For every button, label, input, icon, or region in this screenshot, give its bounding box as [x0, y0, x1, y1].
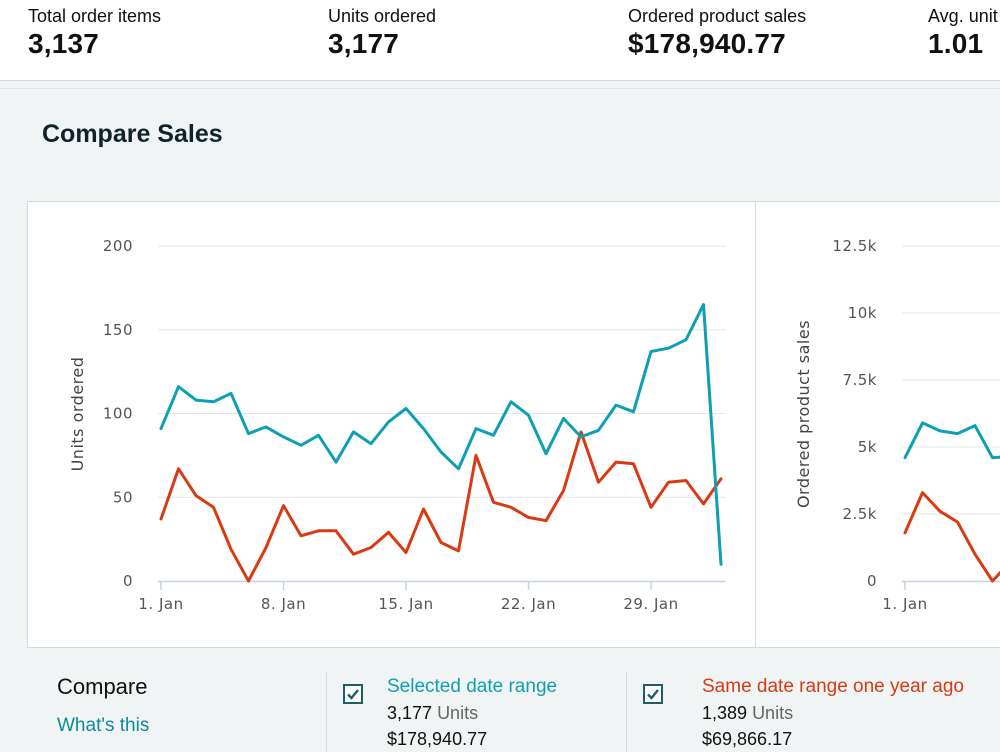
y-axis-title: Ordered product sales [794, 320, 813, 508]
compare-legend: Compare What's this Selected date range … [0, 660, 1000, 752]
x-tick-label: 1. Jan [882, 595, 927, 613]
units-word: Units [752, 703, 794, 723]
metric-units-ordered: Units ordered 3,177 [328, 6, 436, 60]
x-tick-label: 8. Jan [261, 595, 306, 613]
checkmark-icon [347, 689, 359, 700]
y-tick-label: 150 [103, 321, 133, 339]
series-line-previous [159, 430, 723, 583]
metric-label: Units ordered [328, 6, 437, 26]
header-divider [0, 88, 1000, 89]
metric-total-order-items: Total order items 3,137 [28, 6, 161, 60]
sales-chart-panel: 0 2.5k 5k 7.5k 10k 12.5k 1. Jan Ordered product… [755, 201, 1000, 648]
metric-label: Ordered product sales [628, 6, 807, 26]
whats-this-link[interactable]: What's this [57, 715, 150, 736]
units-ordered-chart: 0 50 100 150 200 1. Jan 8. Jan 15. Jan 22. Jan 29… [68, 237, 726, 613]
x-tick-label: 22. Jan [501, 595, 556, 613]
metric-value: 3,177 [328, 28, 400, 59]
selected-range-label: Selected date range [387, 676, 558, 697]
units-chart-panel: 0 50 100 150 200 1. Jan 8. Jan 15. Jan 22. Jan 29… [27, 201, 756, 648]
metrics-bar: Total order items 3,137 Units ordered 3,… [0, 0, 1000, 81]
x-tick-label: 1. Jan [138, 595, 183, 613]
selected-range-sales: $178,940.77 [387, 729, 488, 749]
y-tick-label: 2.5k [842, 505, 877, 523]
units-value: 1,389 [702, 703, 748, 723]
units-value: 3,177 [387, 703, 433, 723]
previous-range-legend: Same date range one year ago 1,389 Units… [702, 674, 964, 752]
checkmark-icon [647, 689, 659, 700]
series-line-previous [903, 491, 1000, 583]
metric-ordered-product-sales: Ordered product sales $178,940.77 [628, 6, 806, 60]
x-tick-label: 15. Jan [378, 595, 433, 613]
selected-range-legend: Selected date range 3,177 Units $178,940… [387, 674, 557, 752]
metric-label: Total order items [28, 6, 162, 26]
legend-divider [326, 672, 327, 752]
metric-value: 1.01 [928, 28, 984, 59]
series-line-selected [159, 303, 723, 566]
section-title: Compare Sales [42, 120, 223, 148]
y-tick-label: 12.5k [832, 237, 877, 255]
y-tick-label: 100 [103, 405, 133, 423]
ordered-sales-chart: 0 2.5k 5k 7.5k 10k 12.5k 1. Jan Ordered product… [794, 237, 1000, 613]
previous-range-label: Same date range one year ago [702, 676, 964, 697]
metric-value: $178,940.77 [628, 28, 786, 59]
selected-range-checkbox[interactable] [343, 684, 363, 704]
units-word: Units [437, 703, 479, 723]
previous-range-units: 1,389 Units [702, 700, 964, 726]
y-axis-title: Units ordered [68, 357, 87, 472]
x-tick-label: 29. Jan [623, 595, 678, 613]
series-line-selected [903, 421, 1000, 460]
y-tick-label: 0 [123, 572, 133, 590]
y-tick-label: 5k [858, 438, 877, 456]
y-tick-label: 200 [103, 237, 133, 255]
y-tick-label: 7.5k [842, 371, 877, 389]
metric-label: Avg. unit [928, 6, 998, 26]
y-tick-label: 50 [113, 488, 133, 506]
compare-title: Compare [57, 674, 148, 699]
y-tick-label: 0 [867, 572, 877, 590]
previous-range-sales: $69,866.17 [702, 729, 793, 749]
metric-avg-units: Avg. unit 1.01 [928, 6, 998, 60]
metric-value: 3,137 [28, 28, 100, 59]
y-tick-label: 10k [848, 304, 877, 322]
legend-divider [626, 672, 627, 752]
previous-range-checkbox[interactable] [643, 684, 663, 704]
selected-range-units: 3,177 Units [387, 700, 557, 726]
